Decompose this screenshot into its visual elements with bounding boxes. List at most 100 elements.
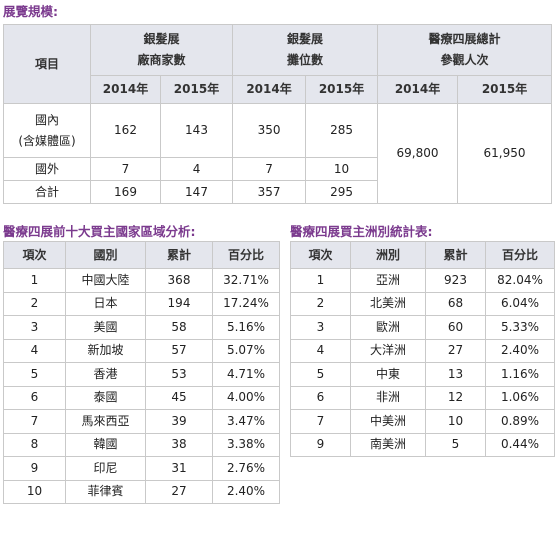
cell: 3.47% [212, 409, 280, 434]
cell: 4.00% [212, 385, 280, 410]
header-text: 醫療四展總計 [428, 32, 501, 46]
cell: 5.33% [485, 315, 555, 340]
header-cell: 銀髮展 廠商家數 [89, 24, 234, 76]
cell: 1.16% [485, 362, 555, 387]
label-text: (含媒體區) [18, 133, 76, 148]
cell: 1 [3, 268, 66, 293]
cell: 5 [3, 362, 66, 387]
row-label: 國外 [3, 157, 91, 181]
cell: 38 [145, 432, 213, 457]
header-cell: 洲別 [350, 241, 426, 269]
cell: 菲律賓 [65, 479, 146, 504]
cell: 4 [290, 338, 351, 363]
cell: 69,800 [377, 103, 459, 204]
cell: 350 [232, 103, 307, 158]
header-cell: 項次 [3, 241, 66, 269]
cell: 北美洲 [350, 291, 426, 316]
cell: 2 [3, 291, 66, 316]
cell: 2.76% [212, 456, 280, 481]
cell: 4 [159, 157, 234, 181]
year-header: 2014年 [232, 75, 307, 104]
cell: 7 [90, 157, 161, 181]
continent-table: 項次 洲別 累計 百分比 1 亞洲 923 82.04% 2 北美洲 68 6.04% 3 歐洲 60 5.3… [290, 241, 555, 457]
cell: 6 [3, 385, 66, 410]
header-cell: 醫療四展總計 參觀人次 [377, 24, 553, 76]
year-header: 2015年 [457, 75, 553, 104]
cell: 31 [145, 456, 213, 481]
header-text: 攤位數 [287, 53, 324, 67]
cell: 357 [232, 180, 307, 204]
header-cell: 百分比 [212, 241, 280, 269]
cell: 2.40% [485, 338, 555, 363]
cell: 39 [145, 409, 213, 434]
cell: 9 [3, 456, 66, 481]
row-label: 國內 (含媒體區) [3, 103, 91, 158]
cell: 2 [290, 291, 351, 316]
year-header: 2014年 [377, 75, 459, 104]
cell: 17.24% [212, 291, 280, 316]
header-cell: 項次 [290, 241, 351, 269]
cell: 中東 [350, 362, 426, 387]
cell: 9 [290, 432, 351, 457]
header-cell: 銀髮展 攤位數 [232, 24, 379, 76]
cell: 10 [305, 157, 379, 181]
cell: 169 [90, 180, 161, 204]
cell: 13 [425, 362, 486, 387]
cell: 歐洲 [350, 315, 426, 340]
cell: 中國大陸 [65, 268, 146, 293]
cell: 68 [425, 291, 486, 316]
header-cell: 累計 [425, 241, 486, 269]
cell: 61,950 [457, 103, 553, 204]
cell: 6.04% [485, 291, 555, 316]
cell: 923 [425, 268, 486, 293]
year-header: 2014年 [90, 75, 161, 104]
cell: 泰國 [65, 385, 146, 410]
cell: 2.40% [212, 479, 280, 504]
cell: 82.04% [485, 268, 555, 293]
header-cell: 項目 [3, 24, 91, 104]
cell: 5.16% [212, 315, 280, 340]
cell: 印尼 [65, 456, 146, 481]
cell: 香港 [65, 362, 146, 387]
header-text: 參觀人次 [440, 53, 489, 67]
cell: 60 [425, 315, 486, 340]
cell: 韓國 [65, 432, 146, 457]
cell: 27 [425, 338, 486, 363]
section-title: 醫療四展前十大買主國家區域分析: [3, 224, 196, 239]
cell: 162 [90, 103, 161, 158]
cell: 12 [425, 385, 486, 410]
row-label: 合計 [3, 180, 91, 204]
cell: 368 [145, 268, 213, 293]
country-table: 項次 國別 累計 百分比 1 中國大陸 368 32.71% 2 日本 194 17.24% 3 美國 58… [3, 241, 280, 504]
cell: 美國 [65, 315, 146, 340]
cell: 1 [290, 268, 351, 293]
cell: 非洲 [350, 385, 426, 410]
cell: 7 [290, 409, 351, 434]
header-text: 廠商家數 [137, 53, 186, 67]
cell: 143 [159, 103, 234, 158]
header-text: 銀髮展 [143, 32, 180, 46]
cell: 7 [232, 157, 307, 181]
cell: 53 [145, 362, 213, 387]
cell: 285 [305, 103, 379, 158]
cell: 27 [145, 479, 213, 504]
cell: 45 [145, 385, 213, 410]
cell: 295 [305, 180, 379, 204]
cell: 7 [3, 409, 66, 434]
cell: 1.06% [485, 385, 555, 410]
cell: 8 [3, 432, 66, 457]
header-cell: 國別 [65, 241, 146, 269]
cell: 57 [145, 338, 213, 363]
header-cell: 累計 [145, 241, 213, 269]
cell: 147 [159, 180, 234, 204]
heading: 展覽規模: [3, 4, 58, 19]
cell: 馬來西亞 [65, 409, 146, 434]
cell: 中美洲 [350, 409, 426, 434]
section-title: 醫療四展買主洲別統計表: [290, 224, 433, 239]
label-text: 國內 [34, 112, 59, 127]
cell: 194 [145, 291, 213, 316]
cell: 新加坡 [65, 338, 146, 363]
cell: 3 [290, 315, 351, 340]
cell: 大洋洲 [350, 338, 426, 363]
